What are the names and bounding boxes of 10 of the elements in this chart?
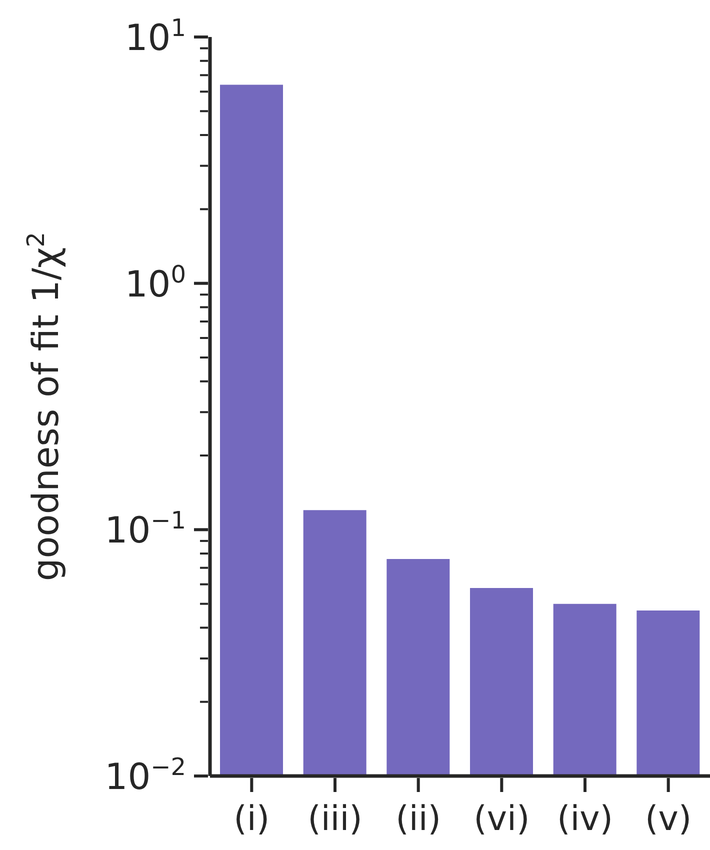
y-tick-label: 10$^{−2}$ xyxy=(104,753,186,798)
x-tick-label: (v) xyxy=(645,799,692,839)
x-tick-label: (iii) xyxy=(308,799,362,839)
x-tick-label: (i) xyxy=(234,799,270,839)
y-tick-label: 10$^{−1}$ xyxy=(104,506,186,552)
x-tick-label: (vi) xyxy=(474,799,530,839)
x-tick-label: (ii) xyxy=(396,799,442,839)
x-tick-label: (iv) xyxy=(556,799,614,839)
y-tick-label: 10$^{1}$ xyxy=(124,14,186,59)
y-tick-label: 10$^{0}$ xyxy=(124,260,186,306)
